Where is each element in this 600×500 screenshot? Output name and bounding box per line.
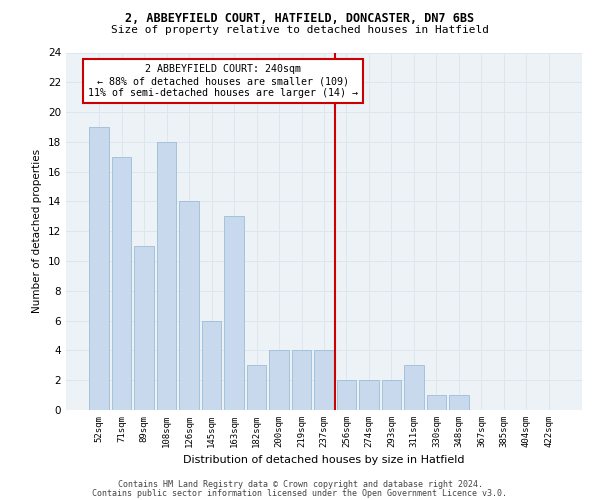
Bar [134,246,154,410]
Bar [179,202,199,410]
Text: Contains HM Land Registry data © Crown copyright and database right 2024.: Contains HM Land Registry data © Crown c… [118,480,482,489]
Bar [427,395,446,410]
Bar [157,142,176,410]
Bar [224,216,244,410]
Y-axis label: Number of detached properties: Number of detached properties [32,149,43,314]
Bar [247,366,266,410]
Bar [112,157,131,410]
Bar [269,350,289,410]
Text: Contains public sector information licensed under the Open Government Licence v3: Contains public sector information licen… [92,488,508,498]
Bar [292,350,311,410]
Text: 2 ABBEYFIELD COURT: 240sqm
← 88% of detached houses are smaller (109)
11% of sem: 2 ABBEYFIELD COURT: 240sqm ← 88% of deta… [88,64,358,98]
Bar [359,380,379,410]
Text: 2, ABBEYFIELD COURT, HATFIELD, DONCASTER, DN7 6BS: 2, ABBEYFIELD COURT, HATFIELD, DONCASTER… [125,12,475,26]
Bar [337,380,356,410]
Bar [404,366,424,410]
Bar [89,127,109,410]
Bar [314,350,334,410]
X-axis label: Distribution of detached houses by size in Hatfield: Distribution of detached houses by size … [183,456,465,466]
Bar [449,395,469,410]
Bar [382,380,401,410]
Text: Size of property relative to detached houses in Hatfield: Size of property relative to detached ho… [111,25,489,35]
Bar [202,320,221,410]
